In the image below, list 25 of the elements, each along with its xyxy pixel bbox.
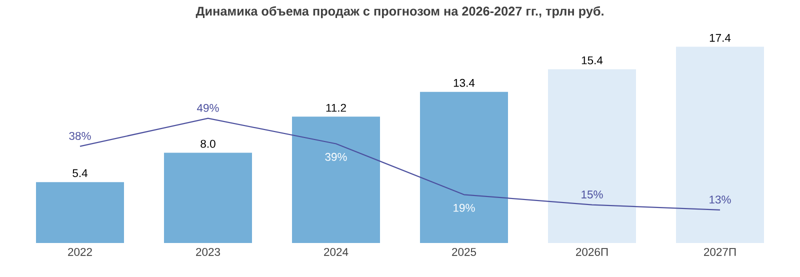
x-tick-label: 2022 [68,248,92,256]
bar [164,152,252,243]
data-label: 19% [454,204,475,212]
data-label: 8.0 [200,140,216,148]
data-label: 13.4 [454,78,475,87]
data-label: 11.2 [326,104,346,112]
x-tick-label: 2024 [324,248,348,256]
x-tick-label: 2025 [452,248,476,256]
data-label: 13% [710,196,731,204]
x-tick-label: 2026П [576,248,608,256]
data-label: 15.4 [582,56,603,64]
data-label: 17.4 [710,34,731,42]
bar [420,92,508,243]
data-label: 15% [582,190,603,198]
bar [548,69,636,243]
bar [36,182,124,243]
x-tick-label: 2023 [196,248,220,256]
x-tick-label: 2027П [704,248,736,256]
bar [676,46,764,243]
bar [292,116,380,243]
chart-title: Динамика объема продаж с прогнозом на 2026-2027 гг., трлн руб. [196,6,604,18]
data-label: 49% [197,104,219,112]
data-label: 5.4 [72,169,88,178]
data-label: 38% [69,132,91,140]
data-label: 39% [325,152,347,161]
